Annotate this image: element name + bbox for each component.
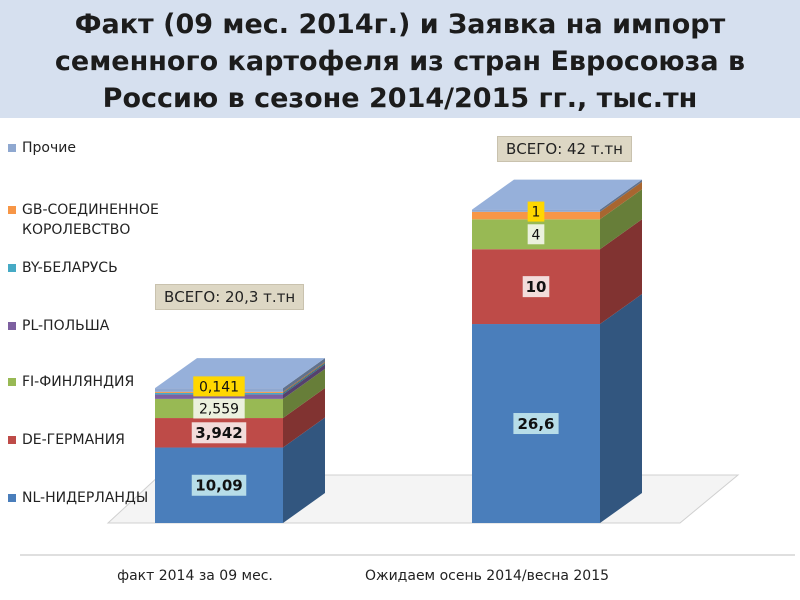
bar-segment-side (283, 361, 325, 393)
bar-segment-side (600, 179, 642, 212)
total-box-fact: ВСЕГО: 20,3 т.тн (155, 284, 305, 310)
bar-segment-side (283, 364, 325, 399)
data-label-box (522, 276, 550, 298)
bar-segment-side (283, 388, 325, 448)
data-label: 4 (532, 227, 541, 243)
legend-swatch (8, 322, 16, 330)
data-label-box (527, 201, 545, 222)
legend-item-other: Прочие (8, 138, 197, 158)
category-label: факт 2014 за 09 мес. (117, 568, 273, 584)
title-band (0, 0, 800, 118)
legend-item-fi: FI-ФИНЛЯНДИЯ (8, 372, 197, 392)
legend-item-de: DE-ГЕРМАНИЯ (8, 430, 197, 450)
legend-label: GB-СОЕДИНЕННОЕ КОРОЛЕВСТВО (22, 202, 159, 238)
legend-item-pl: PL-ПОЛЬША (8, 316, 197, 336)
data-label: 10,09 (195, 477, 242, 495)
legend-label: PL-ПОЛЬША (22, 318, 110, 334)
data-label: 2,559 (199, 402, 239, 418)
data-label-box (191, 422, 247, 444)
category-label: Ожидаем осень 2014/весна 2015 (365, 568, 609, 584)
data-label: 0,141 (199, 379, 239, 395)
data-label: 10 (526, 278, 547, 296)
legend-swatch (8, 264, 16, 272)
legend-swatch (8, 144, 16, 152)
bar-top-face (472, 179, 642, 210)
legend-label: FI-ФИНЛЯНДИЯ (22, 374, 135, 390)
data-label: 1 (532, 205, 541, 221)
title-line: семенного картофеля из стран Евросоюза в (54, 46, 746, 77)
bar-segment-side (600, 189, 642, 250)
bar-segment-side (600, 219, 642, 325)
legend-item-by: BY-БЕЛАРУСЬ (8, 258, 197, 278)
data-label: 3,942 (195, 424, 242, 442)
legend-item-nl: NL-НИДЕРЛАНДЫ (8, 488, 197, 508)
bar-segment-side (600, 294, 642, 523)
legend-label: NL-НИДЕРЛАНДЫ (22, 490, 149, 506)
data-label-box (513, 413, 559, 435)
legend-label: DE-ГЕРМАНИЯ (22, 432, 125, 448)
bar-segment-side (600, 181, 642, 220)
data-label-box (193, 376, 245, 397)
bar-segment-front (155, 394, 283, 399)
chart-title: Факт (09 мес. 2014г.) и Заявка на импорт… (0, 6, 800, 117)
title-line: Факт (09 мес. 2014г.) и Заявка на импорт (74, 9, 726, 40)
total-box-forecast: ВСЕГО: 42 т.тн (497, 136, 632, 162)
bar-segment-side (283, 368, 325, 419)
legend-swatch (8, 436, 16, 444)
legend-swatch (8, 206, 16, 214)
legend-item-gb: GB-СОЕДИНЕННОЕ КОРОЛЕВСТВО (8, 200, 197, 240)
legend-label: BY-БЕЛАРУСЬ (22, 260, 118, 276)
data-label-box (527, 224, 545, 245)
legend-swatch (8, 494, 16, 502)
bar-segment-side (283, 358, 325, 392)
bar-segment-side (283, 417, 325, 523)
legend-label: Прочие (22, 140, 76, 156)
title-line: Россию в сезоне 2014/2015 гг., тыс.тн (102, 83, 698, 114)
data-label-box (191, 474, 247, 496)
data-label: 26,6 (517, 415, 554, 433)
legend-swatch (8, 378, 16, 386)
bar-segment-side (283, 362, 325, 395)
data-label-box (193, 398, 245, 419)
